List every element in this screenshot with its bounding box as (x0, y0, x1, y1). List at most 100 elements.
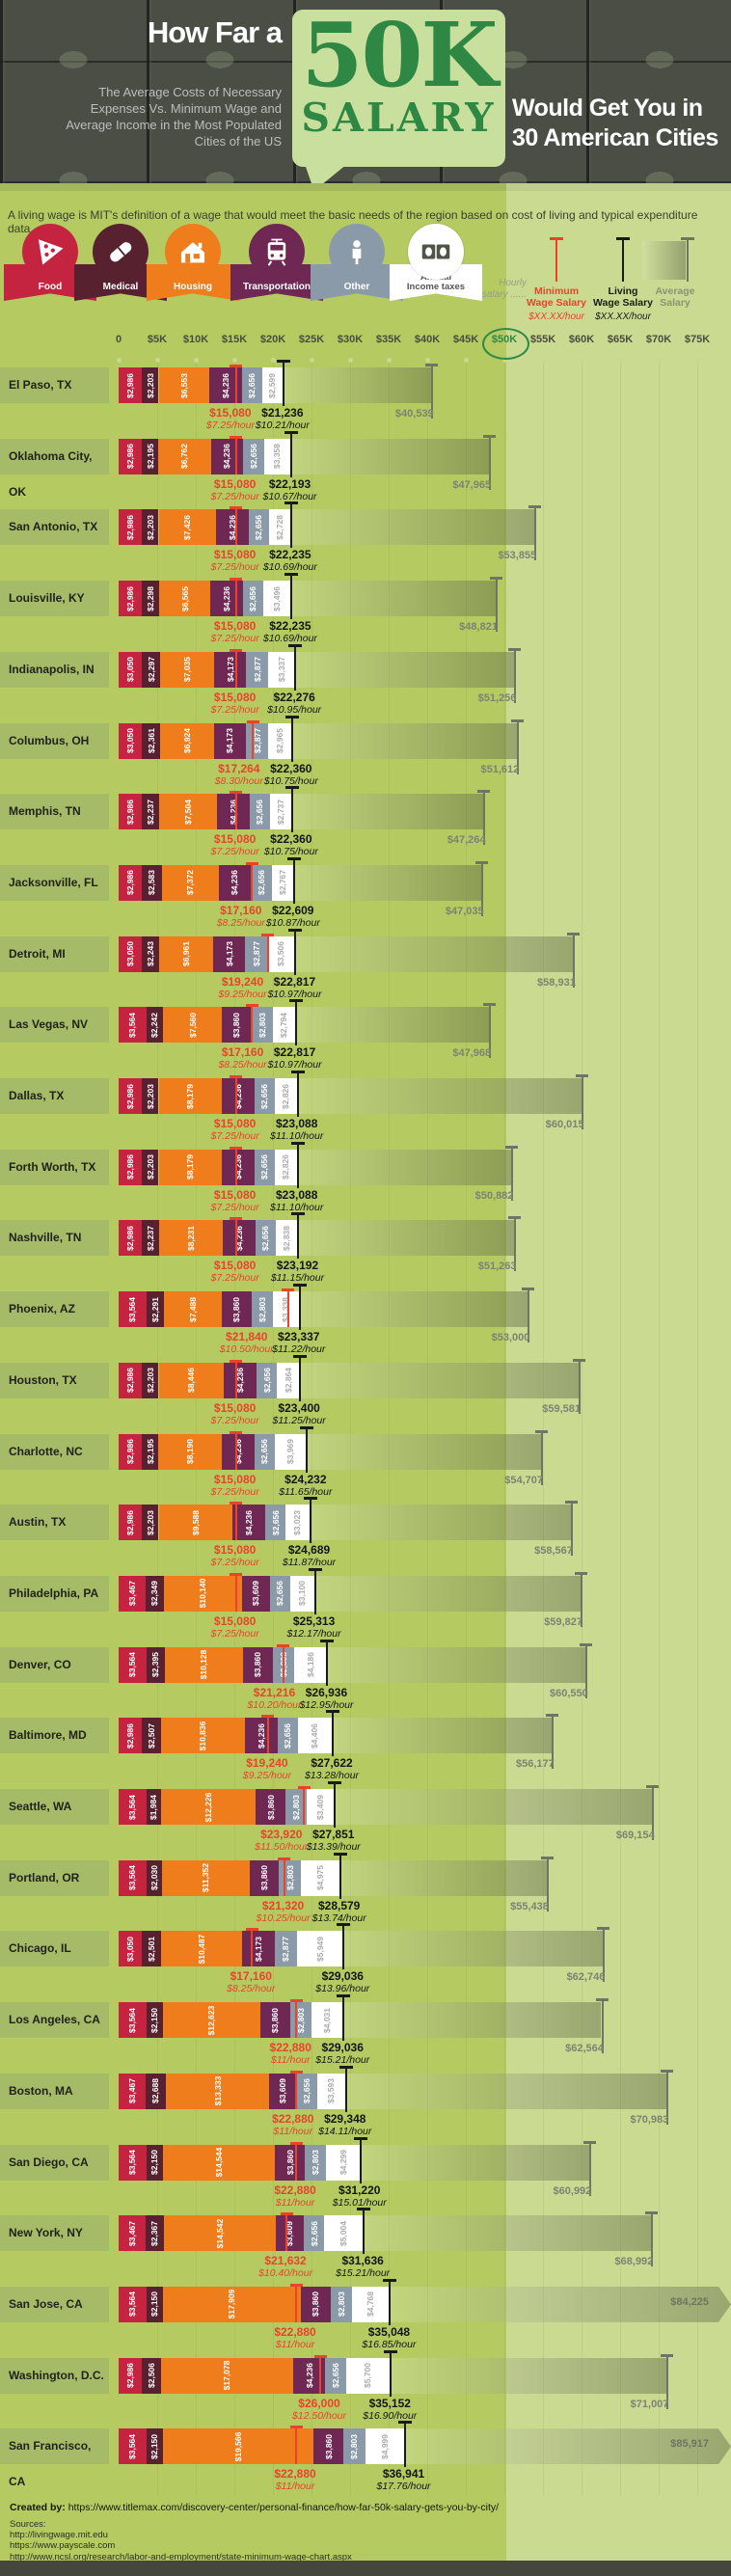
average-salary-band (326, 1646, 586, 1683)
city-row: Detroit, MI $3,050 $2,243 $6,961 $4,173 $2,87… (0, 928, 731, 1003)
gridline (620, 363, 621, 2495)
min-wage-hourly: $11/hour (275, 2196, 315, 2209)
expense-segment-housing (163, 2215, 276, 2252)
expense-segment-transportation (221, 1291, 252, 1328)
expense-segment-housing (161, 1859, 250, 1896)
min-wage-marker (295, 2283, 298, 2322)
min-wage-marker (234, 578, 237, 617)
expense-value-transportation: $4,173 (225, 728, 235, 753)
expense-segment-housing (159, 581, 210, 617)
expense-value-housing: $7,504 (182, 799, 193, 825)
living-wage-marker (282, 360, 284, 406)
min-wage-marker-cap (289, 2283, 303, 2287)
living-wage-marker-cap (291, 1212, 306, 1216)
source-link[interactable]: http://livingwage.mit.edu (10, 2530, 108, 2541)
expense-value-housing: $6,961 (181, 941, 192, 967)
min-wage-marker-cap (261, 1715, 275, 1719)
gridline (504, 363, 505, 2495)
min-wage-marker (234, 1359, 237, 1398)
expense-segment-transportation (213, 722, 247, 759)
city-label: Indianapolis, IN (0, 651, 109, 688)
average-salary-marker-cap (572, 1358, 585, 1362)
expense-segment-taxes (273, 1291, 299, 1328)
min-wage-hourly: $7.25/hour (210, 1557, 259, 1569)
expense-value-housing: $13,333 (212, 2075, 223, 2106)
city-label: Nashville, TN (0, 1220, 109, 1257)
living-wage-salary: $22,609 (272, 903, 314, 917)
living-wage-marker-cap (353, 2136, 367, 2140)
expense-segment-other (241, 367, 263, 403)
expense-segment-housing (162, 2002, 260, 2039)
average-salary-marker (511, 1145, 514, 1201)
gridline (389, 363, 390, 2495)
average-salary-band (309, 1505, 571, 1541)
average-salary-marker (552, 1714, 555, 1770)
city-label: Chicago, IL (0, 1931, 109, 1967)
average-salary-marker-cap (475, 860, 489, 864)
expense-segment-medical (141, 1433, 159, 1470)
expense-value-transportation: $3,860 (253, 1652, 263, 1678)
min-wage-hourly: $7.25/hour (210, 703, 259, 716)
expense-segment-medical (141, 1505, 159, 1541)
source-link[interactable]: http://www.ncsl.org/research/labor-and-e… (10, 2551, 352, 2562)
min-wage-hourly: $7.25/hour (210, 1272, 259, 1285)
expense-value-medical: $2,367 (149, 2220, 160, 2246)
expense-value-food: $3,467 (126, 1581, 137, 1607)
expense-segment-housing (158, 1220, 223, 1257)
average-salary-band (296, 1078, 582, 1114)
title-salary: SALARY (301, 95, 497, 142)
expense-segment-taxes (352, 2286, 390, 2322)
living-wage-marker-cap (397, 2421, 412, 2425)
axis-tick-dot (541, 358, 546, 363)
min-wage-salary: $21,632 (264, 2254, 307, 2268)
living-wage-marker (296, 1141, 299, 1188)
average-salary-marker (580, 1571, 582, 1627)
living-wage-hourly: $10.69/hour (262, 561, 317, 574)
created-by-url[interactable]: https://www.titlemax.com/discovery-cente… (68, 2502, 500, 2513)
expense-value-transportation: $4,236 (221, 585, 231, 611)
expense-value-taxes: $5,949 (314, 1936, 325, 1962)
axis-tick-label: $75K (684, 334, 711, 345)
expense-value-housing: $14,542 (214, 2218, 225, 2249)
min-wage-marker-cap (230, 1430, 243, 1434)
average-salary-marker (585, 1642, 588, 1698)
expense-segment-housing (158, 438, 211, 475)
living-wage-salary: $22,193 (268, 476, 311, 491)
average-salary-marker-cap (482, 1003, 496, 1007)
min-wage-marker-cap (230, 578, 243, 582)
bottom-bar (0, 2561, 731, 2576)
average-salary-value: $69,154 (615, 1830, 655, 1841)
living-wage-marker (344, 2065, 347, 2112)
expense-segment-transportation (224, 1362, 257, 1398)
expense-segment-other (245, 935, 268, 972)
living-wage-hourly: $11.15/hour (270, 1272, 325, 1285)
min-wage-marker-cap (230, 1146, 243, 1150)
average-salary-value: $71,007 (630, 2398, 669, 2410)
axis-tick-label: $55K (529, 334, 556, 345)
expense-segment-other (304, 2144, 327, 2181)
axis-tick-dot (618, 358, 623, 363)
living-wage-salary: $36,941 (382, 2467, 425, 2481)
min-wage-marker (295, 1999, 298, 2039)
living-wage-hourly: $10.95/hour (267, 703, 322, 716)
average-salary-band (297, 1220, 515, 1257)
city-row: Charlotte, NC $2,986 $2,195 $8,190 $4,236 $2,… (0, 1425, 731, 1501)
expense-value-food: $2,986 (124, 1083, 135, 1109)
expense-segment-medical (141, 367, 159, 403)
average-salary-marker (488, 434, 491, 490)
min-wage-salary: $15,080 (213, 1543, 257, 1558)
expense-segment-medical (141, 509, 159, 546)
source-link[interactable]: https://www.payscale.com (10, 2540, 116, 2552)
average-salary-marker-cap (646, 1785, 660, 1788)
expense-value-other: $2,877 (251, 941, 261, 967)
min-wage-marker (282, 1643, 284, 1683)
expense-segment-medical (142, 1931, 162, 1967)
city-row: Houston, TX $2,986 $2,203 $8,446 $4,236 $2,65… (0, 1354, 731, 1429)
expense-segment-other (246, 722, 269, 759)
average-salary-marker-cap (574, 1571, 587, 1575)
expense-segment-housing (160, 722, 214, 759)
min-wage-marker-cap (230, 365, 243, 367)
living-wage-hourly: $11.25/hour (272, 1414, 326, 1426)
expense-segment-transportation (275, 2144, 305, 2181)
expense-value-medical: $2,150 (149, 2291, 160, 2318)
